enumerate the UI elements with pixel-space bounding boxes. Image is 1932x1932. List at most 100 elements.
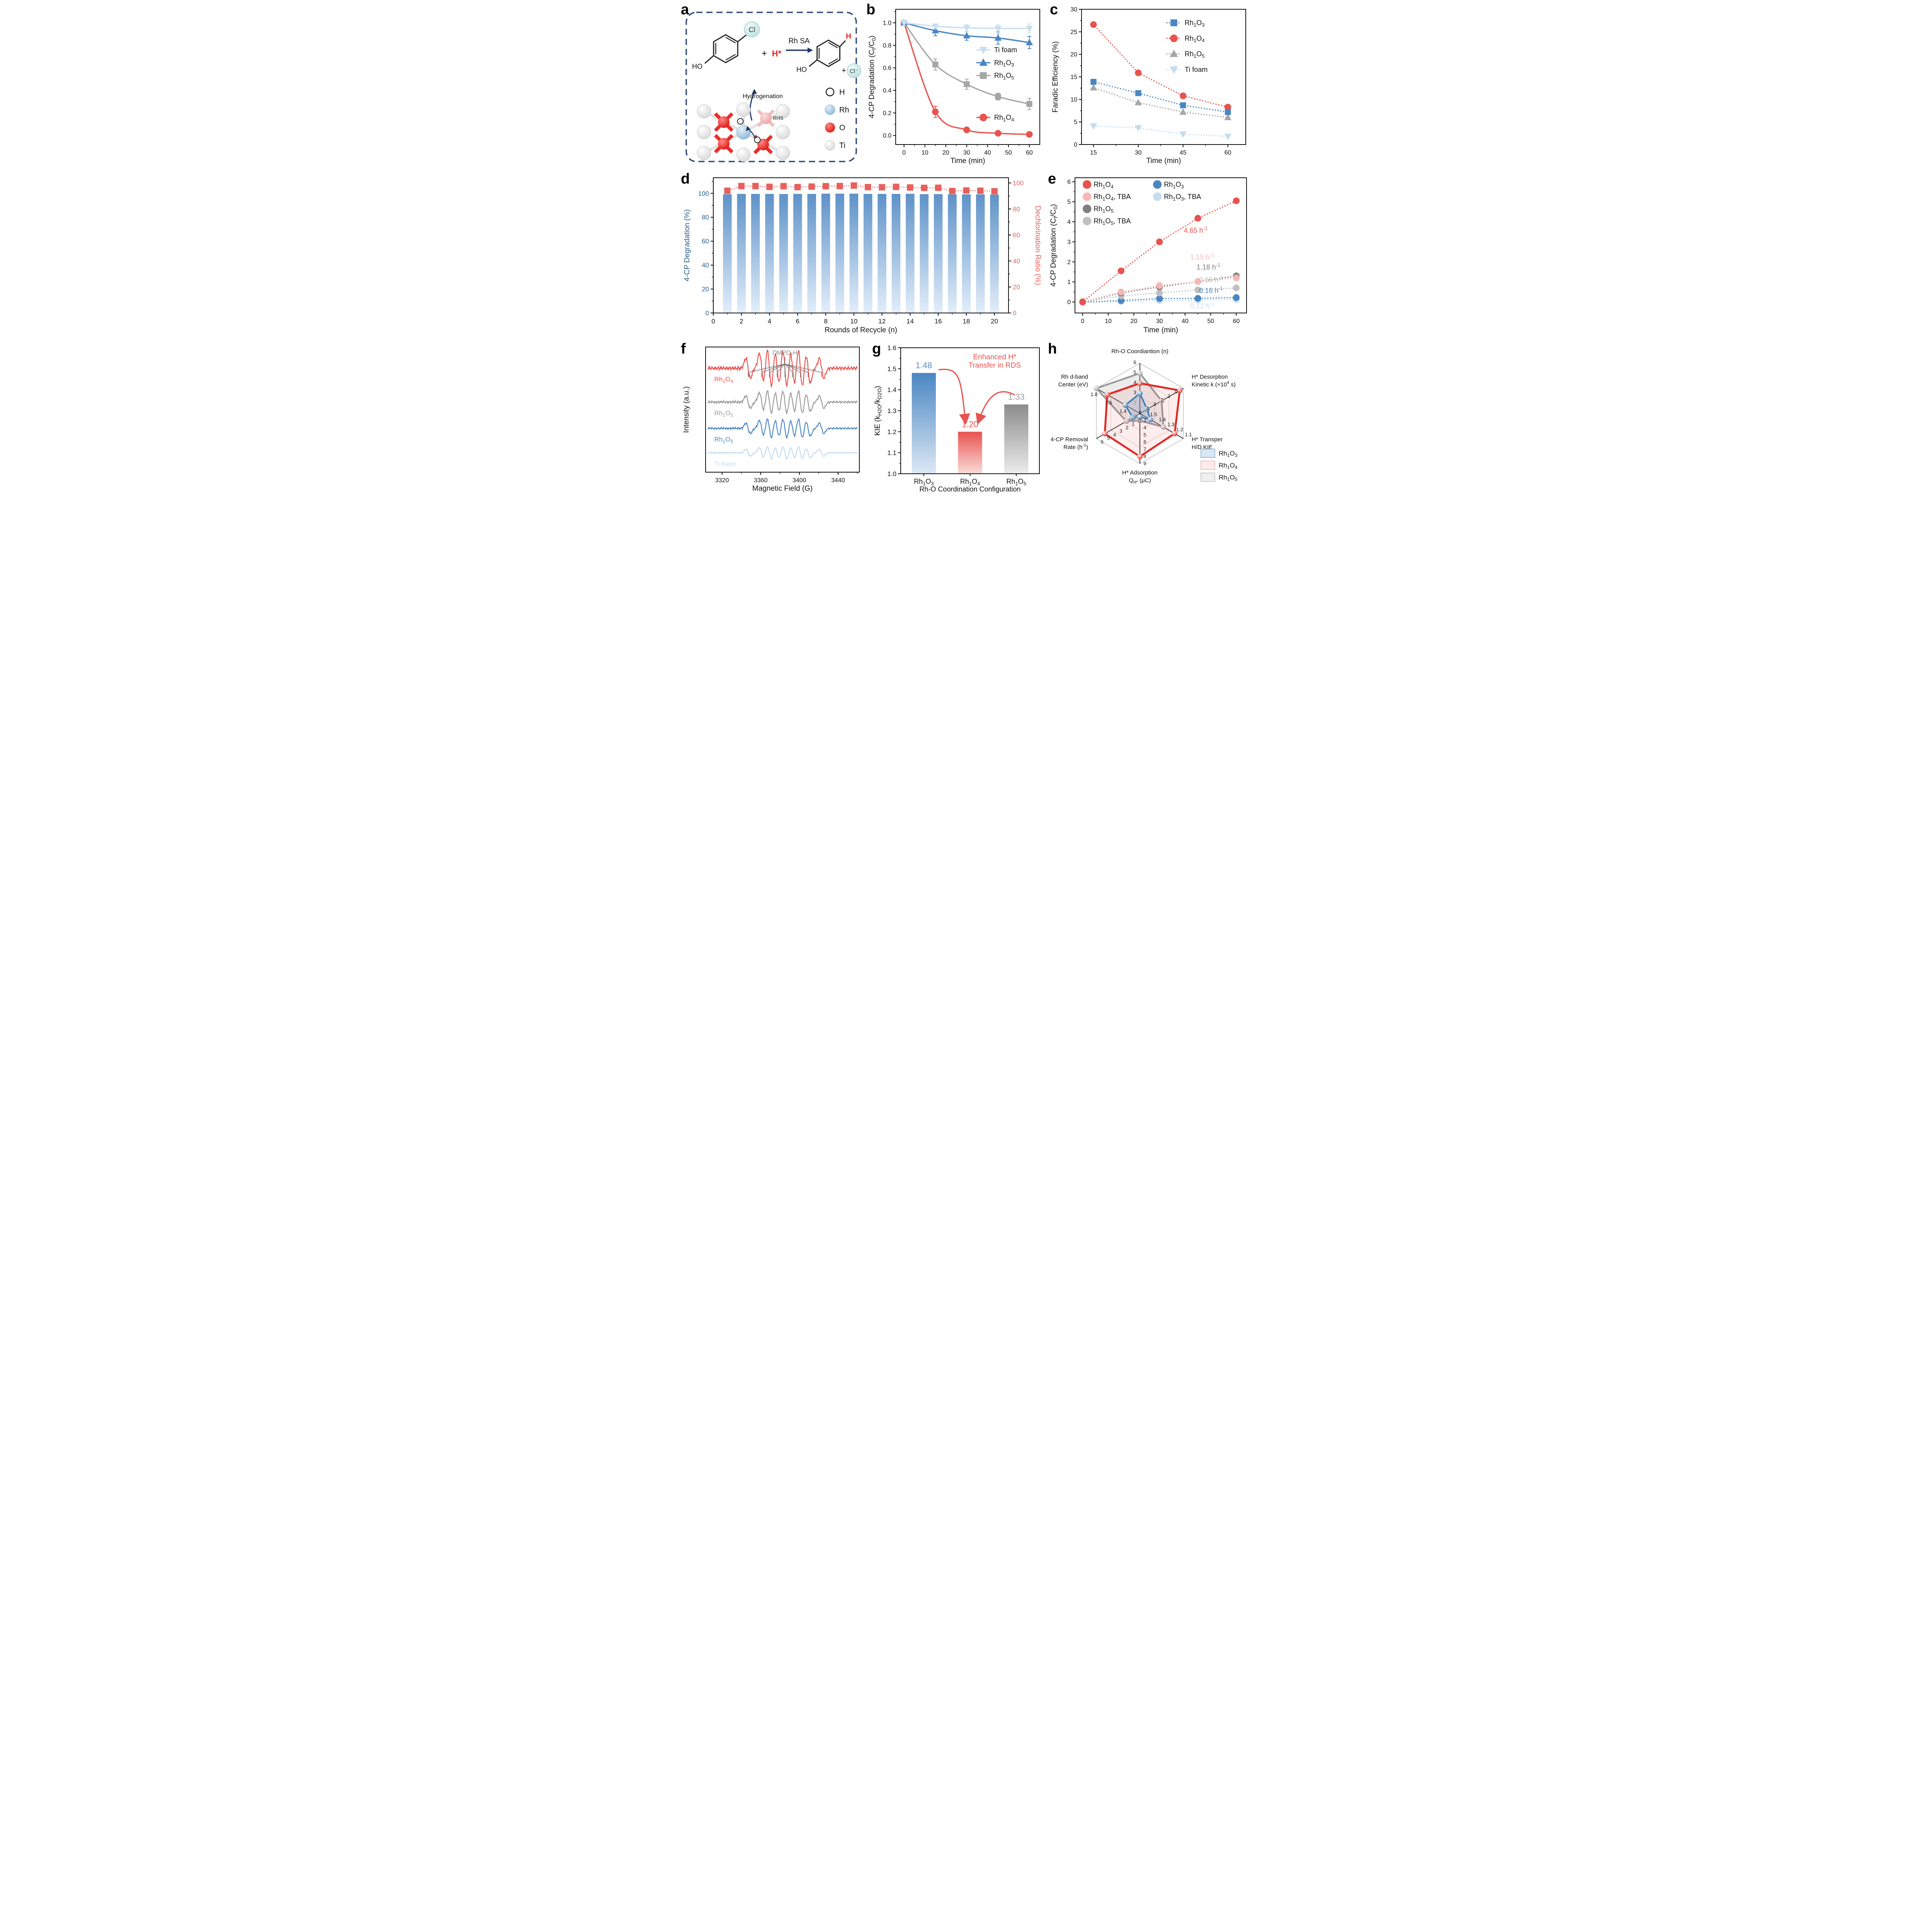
legend-swatch-1 <box>1201 461 1215 470</box>
legend-item-Ti foam: Ti foam <box>1166 66 1208 74</box>
series-Rh1O4 <box>1079 197 1240 306</box>
svg-text:100: 100 <box>698 190 709 197</box>
bar-round-4 <box>765 194 774 313</box>
bar-round-18 <box>962 194 971 313</box>
svg-text:2: 2 <box>1133 400 1136 405</box>
bar-round-19 <box>976 194 985 313</box>
svg-text:3: 3 <box>1133 389 1136 395</box>
svg-text:6: 6 <box>1143 439 1146 445</box>
chart-epr-spectra: 3320 3360 3400 3440 Magnetic Field (G) Intens… <box>682 347 860 493</box>
svg-text:Rh1O5: Rh1O5 <box>1185 50 1204 59</box>
svg-text:1.48: 1.48 <box>915 361 932 370</box>
panel-b-letter: b <box>866 2 876 18</box>
dmpo-h-splitting-comb <box>748 357 822 377</box>
radar-series-Rh1O3 <box>1122 391 1153 422</box>
svg-text:Kinetic k (×104 s): Kinetic k (×104 s) <box>1192 381 1236 388</box>
dashed-frame <box>685 12 857 162</box>
svg-text:20: 20 <box>991 318 998 325</box>
legend-o-icon <box>825 122 835 133</box>
svg-text:5: 5 <box>1074 119 1077 126</box>
svg-text:4: 4 <box>1067 219 1071 226</box>
svg-text:4-CP Removal: 4-CP Removal <box>1051 436 1088 443</box>
svg-text:18: 18 <box>963 318 970 325</box>
svg-text:4: 4 <box>768 318 771 325</box>
svg-text:4: 4 <box>1113 432 1116 437</box>
molecule-phenol <box>809 39 846 67</box>
svg-text:0: 0 <box>1013 310 1016 317</box>
bar-round-13 <box>891 194 901 313</box>
epr-trace-Rh1O4: Rh1O4 <box>707 349 858 388</box>
svg-text:Rh1O5: Rh1O5 <box>994 72 1014 81</box>
svg-text:4: 4 <box>1133 379 1136 385</box>
legend-ti-label: Ti <box>839 141 845 150</box>
panel-f-letter: f <box>681 341 686 357</box>
epr-trace-Rh1O5: Rh1O5 <box>707 389 858 418</box>
chart-faradic-efficiency: 15 30 45 60 0 5 10 15 20 25 30 Time (min) Faradic Ef… <box>1051 7 1246 165</box>
svg-text:3: 3 <box>1153 401 1156 407</box>
svg-text:3: 3 <box>1143 418 1146 423</box>
svg-text:4.65 h-1: 4.65 h-1 <box>1184 225 1208 235</box>
svg-text:20: 20 <box>702 286 709 293</box>
svg-text:Rh1O5: Rh1O5 <box>1094 205 1113 214</box>
svg-text:5: 5 <box>1139 410 1141 415</box>
svg-text:1.4: 1.4 <box>1119 408 1126 414</box>
panel-c: c 15 30 45 60 0 5 10 15 20 25 30 Time (min) Faradic … <box>1049 2 1252 168</box>
h-atom-2 <box>754 136 761 143</box>
svg-text:6: 6 <box>796 318 799 325</box>
series-Ti foam <box>900 19 1033 34</box>
svg-text:KIE (kH2O/kD2O): KIE (kH2O/kD2O) <box>874 386 883 435</box>
svg-text:Dechlorination Ratio (%): Dechlorination Ratio (%) <box>1034 206 1042 285</box>
svg-text:Rh-O Coordiantion (n): Rh-O Coordiantion (n) <box>1111 348 1168 355</box>
svg-text:5: 5 <box>1143 432 1146 438</box>
svg-text:40: 40 <box>984 150 991 156</box>
chart-kinetics: 0 10 20 30 40 50 60 0 1 2 3 4 5 6 Time (min) 4-CP Degra… <box>1049 177 1247 334</box>
svg-text:Ti foam: Ti foam <box>1185 66 1208 73</box>
bar-round-17 <box>948 194 957 313</box>
svg-text:30: 30 <box>963 150 970 156</box>
plus-1: + <box>762 48 767 59</box>
svg-text:80: 80 <box>1013 206 1020 213</box>
svg-text:30: 30 <box>1070 7 1077 13</box>
degradation-bars <box>723 194 999 313</box>
bar-round-6 <box>793 194 802 313</box>
svg-text:2: 2 <box>1160 397 1163 403</box>
radar-series-Rh1O5 <box>1094 371 1166 430</box>
svg-text:1.5: 1.5 <box>1150 412 1157 417</box>
panel-g: g 1.0 1.1 1.2 1.3 1.4 1.5 1.6 Rh1O3 Rh1O4 Rh1O5 Rh… <box>871 342 1043 496</box>
svg-text:Rate (h-1): Rate (h-1) <box>1063 443 1088 451</box>
svg-text:0.4: 0.4 <box>883 88 891 94</box>
panel-h: h 3 4 5 6 2 Rh-O Coordiantion (n) 0 1 2 3 4 5 6 H* De… <box>1047 342 1252 496</box>
bar-round-16 <box>934 194 943 313</box>
epr-trace-Rh1O3: Rh1O3 <box>707 418 858 444</box>
legend-item-Rh1O4, TBA: Rh1O4, TBA <box>1083 192 1131 202</box>
panel-e-letter: e <box>1048 171 1056 187</box>
svg-text:H* Adsorption: H* Adsorption <box>1122 469 1158 476</box>
svg-text:9: 9 <box>1143 461 1146 466</box>
svg-text:Rh1O3: Rh1O3 <box>1164 181 1184 190</box>
svg-text:6: 6 <box>1067 179 1071 185</box>
svg-text:Rh1O5: Rh1O5 <box>1219 474 1238 482</box>
legend-swatch-2 <box>1201 473 1215 482</box>
bar-round-10 <box>849 194 859 313</box>
svg-text:5: 5 <box>1107 435 1110 441</box>
legend-item-Rh1O3: Rh1O3 <box>1166 19 1204 28</box>
svg-text:0: 0 <box>1074 142 1077 148</box>
svg-text:1.0: 1.0 <box>887 470 896 478</box>
svg-text:1.20: 1.20 <box>962 419 978 429</box>
svg-text:4-CP Degradation (Ct/C0): 4-CP Degradation (Ct/C0) <box>1049 204 1058 287</box>
svg-text:0: 0 <box>1175 389 1178 395</box>
kie-bar-1 <box>958 432 982 474</box>
kie-bar-0 <box>912 373 936 474</box>
hydrogenation-label: Hydrogenation <box>743 93 783 100</box>
svg-text:0: 0 <box>711 318 715 325</box>
svg-text:1.3: 1.3 <box>887 407 896 415</box>
svg-text:0.8: 0.8 <box>883 43 891 49</box>
svg-text:Rh1O3, TBA: Rh1O3, TBA <box>1164 193 1201 202</box>
cl-atom-circle <box>744 21 760 37</box>
chart-4cp-degradation: 0 10 20 30 40 50 60 0.0 0.2 0.4 0.6 0.8 1.0 Time (min… <box>868 9 1040 165</box>
molecule-4cp <box>704 34 747 64</box>
kie-bar-2 <box>1004 404 1029 474</box>
figure-canvas: a Cl HO + H* <box>680 0 1252 499</box>
svg-text:1.5: 1.5 <box>887 365 896 372</box>
svg-text:8: 8 <box>824 318 827 325</box>
